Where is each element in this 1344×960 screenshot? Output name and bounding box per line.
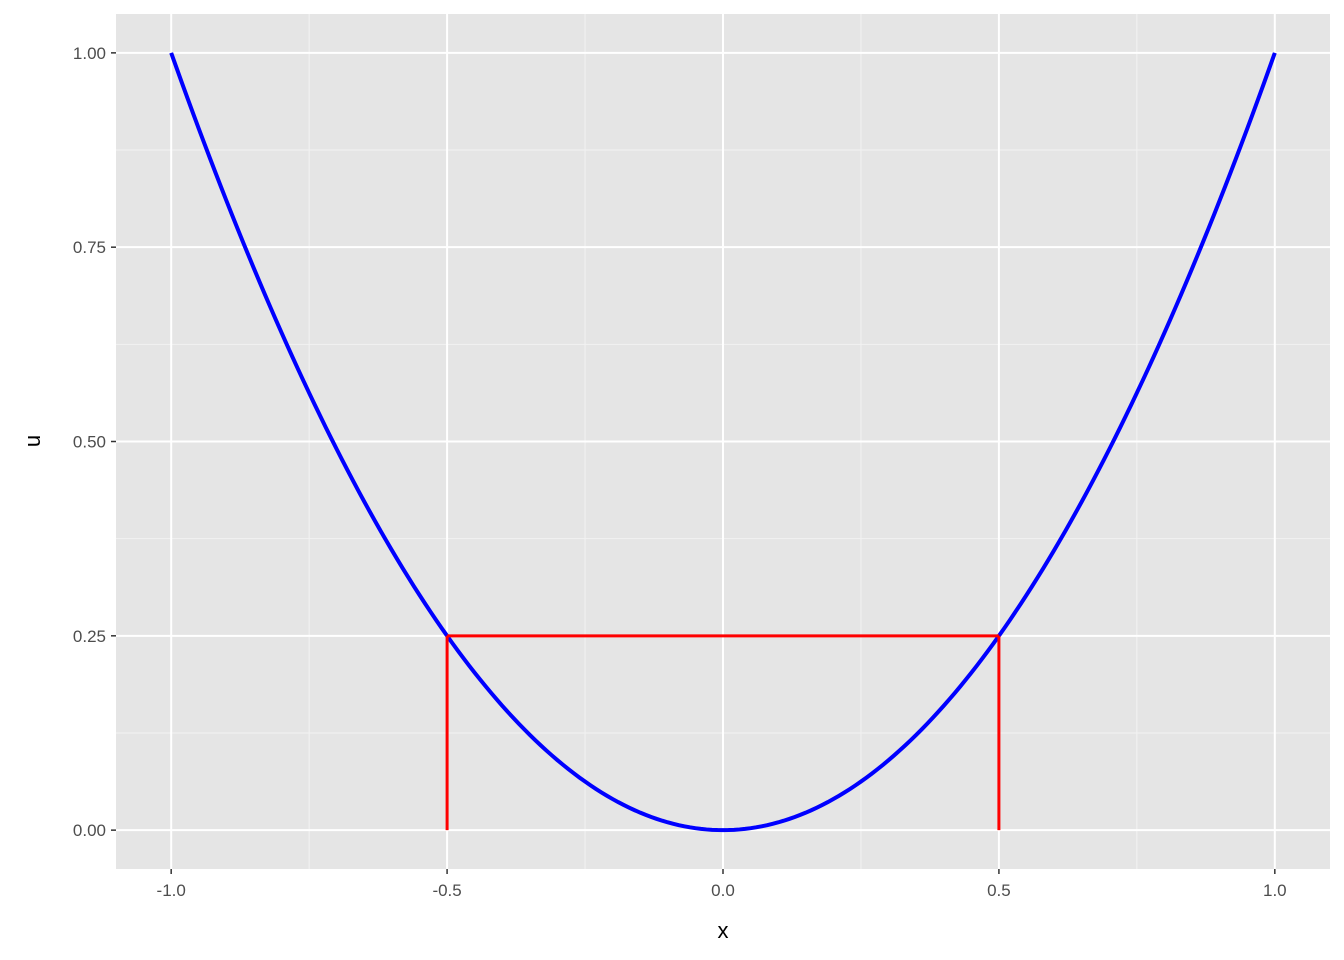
x-tick-label: 0.0 xyxy=(711,881,735,900)
x-tick-label: -1.0 xyxy=(157,881,186,900)
y-tick-label: 0.50 xyxy=(73,433,106,452)
x-tick-label: 0.5 xyxy=(987,881,1011,900)
x-tick-label: 1.0 xyxy=(1263,881,1287,900)
y-axis-title: u xyxy=(20,435,45,447)
curve-line xyxy=(169,52,1277,833)
x-axis: -1.0 -0.5 0.0 0.5 1.0 xyxy=(157,869,1287,900)
y-tick-label: 0.75 xyxy=(73,238,106,257)
y-axis: 0.00 0.25 0.50 0.75 1.00 xyxy=(73,44,116,840)
marks xyxy=(169,52,1277,833)
y-tick-label: 0.00 xyxy=(73,821,106,840)
x-tick-label: -0.5 xyxy=(432,881,461,900)
x-axis-title: x xyxy=(718,918,729,943)
y-tick-label: 1.00 xyxy=(73,44,106,63)
y-tick-label: 0.25 xyxy=(73,627,106,646)
